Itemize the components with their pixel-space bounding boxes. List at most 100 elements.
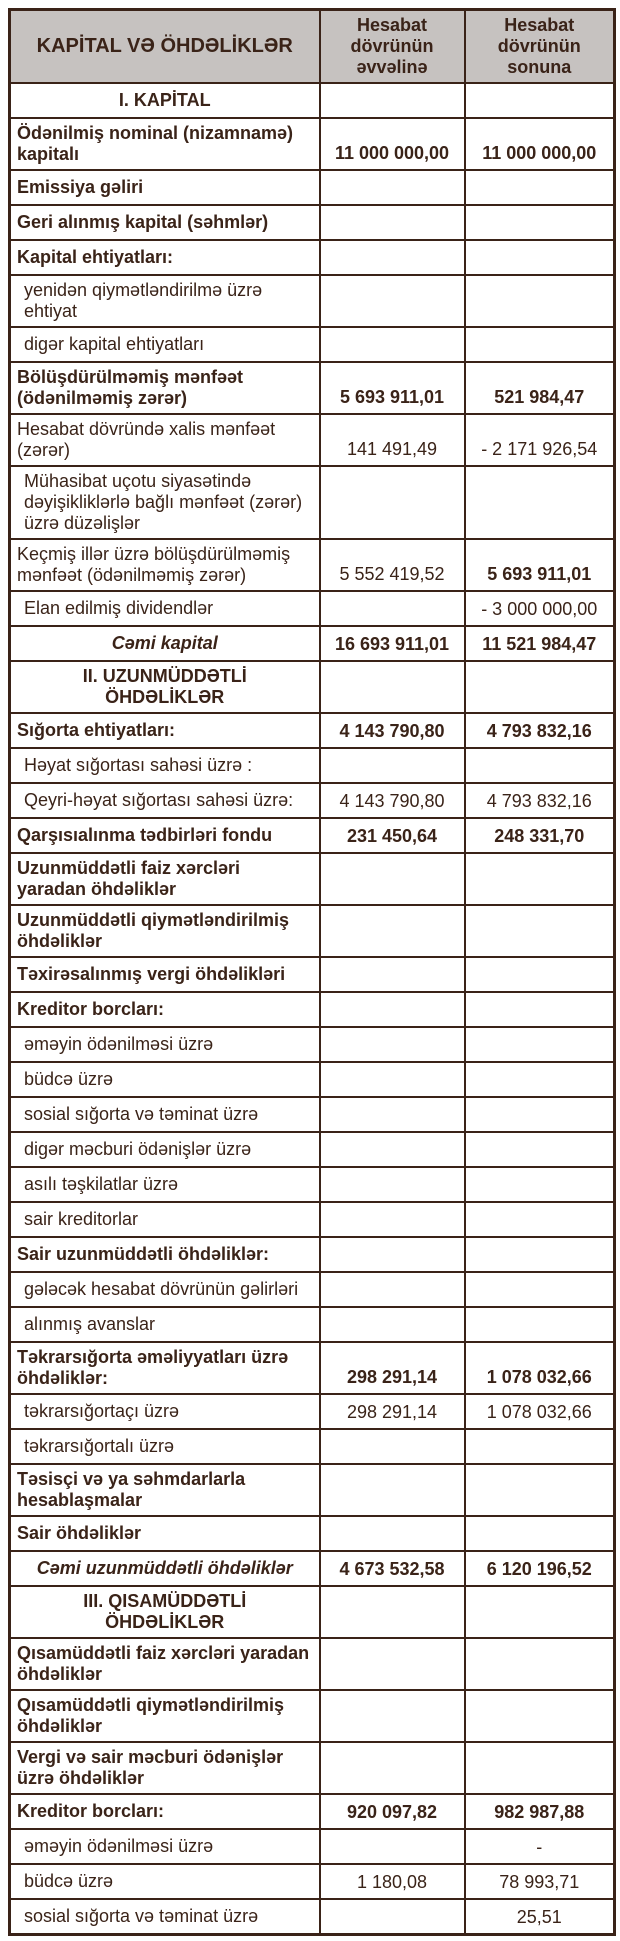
balance-sheet-table: KAPİTAL VƏ ÖHDƏLİKLƏR Hesabat dövrünün ə…: [8, 8, 616, 1936]
value-period-end: [463, 956, 616, 993]
row-label: Sair öhdəliklər: [8, 1515, 321, 1552]
row-label-text: I. KAPİTAL: [118, 90, 211, 110]
row-label: Təxirəsalınmış vergi öhdəlikləri: [8, 956, 321, 993]
value-period-end: 1 078 032,66: [463, 1341, 616, 1395]
value-period-start: 920 097,82: [318, 1793, 466, 1830]
value-period-end: [463, 991, 616, 1028]
row-label: Sair uzunmüddətli öhdəliklər:: [8, 1236, 321, 1273]
row-label-text: Kreditor borcları:: [17, 1801, 165, 1821]
row-label-text: Keçmiş illər üzrə bölüşdürülməmiş mənfəə…: [17, 544, 291, 585]
row-label-text: Cəmi uzunmüddətli öhdəliklər: [36, 1558, 293, 1578]
row-label: sair kreditorlar: [8, 1201, 321, 1238]
row-label: Mühasibat uçotu siyasətində dəyişikliklə…: [8, 465, 321, 540]
table-row: təkrarsığortalı üzrə: [8, 1428, 616, 1465]
row-label: Cəmi kapital: [8, 625, 321, 662]
value-period-start: [318, 1828, 466, 1865]
row-label: büdcə üzrə: [8, 1863, 321, 1900]
value-period-start: 298 291,14: [318, 1341, 466, 1395]
row-label: yenidən qiymətləndirilmə üzrə ehtiyat: [8, 274, 321, 328]
row-label: Emissiya gəliri: [8, 169, 321, 206]
table-row: Kapital ehtiyatları:: [8, 239, 616, 276]
row-label-text: Kreditor borcları:: [17, 999, 165, 1019]
value-period-start: [318, 1166, 466, 1203]
table-row: Həyat sığortası sahəsi üzrə :: [8, 747, 616, 784]
value-period-end: [463, 1096, 616, 1133]
table-row: Təsisçi və ya səhmdarlarla hesablaşmalar: [8, 1463, 616, 1517]
value-period-end: [463, 169, 616, 206]
row-label: Geri alınmış kapital (səhmlər): [8, 204, 321, 241]
row-label: Hesabat dövründə xalis mənfəət (zərər): [8, 413, 321, 467]
row-label: digər məcburi ödənişlər üzrə: [8, 1131, 321, 1168]
header-row: KAPİTAL VƏ ÖHDƏLİKLƏR Hesabat dövrünün ə…: [8, 8, 616, 84]
row-label: I. KAPİTAL: [8, 82, 321, 119]
value-period-start: [318, 1306, 466, 1343]
row-label-text: digər məcburi ödənişlər üzrə: [24, 1139, 252, 1159]
value-period-end: 4 793 832,16: [463, 782, 616, 819]
value-period-end: 78 993,71: [463, 1863, 616, 1900]
value-period-start: [318, 1236, 466, 1273]
value-period-start: [318, 1741, 466, 1795]
value-period-end: 1 078 032,66: [463, 1393, 616, 1430]
value-period-start: [318, 1201, 466, 1238]
value-period-start: 16 693 911,01: [318, 625, 466, 662]
value-period-end: 5 693 911,01: [463, 538, 616, 592]
value-period-start: [318, 956, 466, 993]
value-period-end: 248 331,70: [463, 817, 616, 854]
table-row: əməyin ödənilməsi üzrə: [8, 1026, 616, 1063]
table-row: sosial sığorta və təminat üzrə 25,51: [8, 1898, 616, 1936]
row-label-text: sosial sığorta və təminat üzrə: [24, 1104, 259, 1124]
value-period-end: [463, 82, 616, 119]
row-label: Sığorta ehtiyatları:: [8, 712, 321, 749]
value-period-end: 6 120 196,52: [463, 1550, 616, 1587]
table-row: Emissiya gəliri: [8, 169, 616, 206]
header-period-start-column: Hesabat dövrünün əvvəlinə: [318, 8, 466, 84]
value-period-start: [318, 1463, 466, 1517]
value-period-start: [318, 1585, 466, 1639]
row-label-text: Kapital ehtiyatları:: [17, 247, 174, 267]
value-period-end: - 3 000 000,00: [463, 590, 616, 627]
row-label-text: təkrarsığortalı üzrə: [24, 1436, 175, 1456]
value-period-start: [318, 465, 466, 540]
row-label-text: əməyin ödənilməsi üzrə: [24, 1034, 214, 1054]
row-label-text: gələcək hesabat dövrünün gəlirləri: [24, 1279, 299, 1299]
row-label-text: təkrarsığortaçı üzrə: [24, 1401, 180, 1421]
value-period-start: [318, 82, 466, 119]
row-label: Kapital ehtiyatları:: [8, 239, 321, 276]
table-row: Hesabat dövründə xalis mənfəət (zərər) 14…: [8, 413, 616, 467]
value-period-end: [463, 660, 616, 714]
table-row: Kreditor borcları: 920 097,82 982 987,88: [8, 1793, 616, 1830]
value-period-start: [318, 590, 466, 627]
value-period-end: - 2 171 926,54: [463, 413, 616, 467]
value-period-start: 1 180,08: [318, 1863, 466, 1900]
row-label: Qısamüddətli faiz xərcləri yaradan öhdəl…: [8, 1637, 321, 1691]
row-label: Kreditor borcları:: [8, 1793, 321, 1830]
row-label: sosial sığorta və təminat üzrə: [8, 1898, 321, 1936]
table-row: sair kreditorlar: [8, 1201, 616, 1238]
value-period-start: 11 000 000,00: [318, 117, 466, 171]
row-label-text: Ödənilmiş nominal (nizamnamə) kapitalı: [17, 123, 294, 164]
value-period-start: [318, 1515, 466, 1552]
table-row: Qarşısıalınma tədbirləri fondu 231 450,64…: [8, 817, 616, 854]
row-label-text: sosial sığorta və təminat üzrə: [24, 1906, 259, 1926]
row-label-text: yenidən qiymətləndirilmə üzrə ehtiyat: [24, 280, 263, 321]
row-label: Uzunmüddətli qiymətləndirilmiş öhdəliklə…: [8, 904, 321, 958]
value-period-end: 25,51: [463, 1898, 616, 1936]
table-row: Mühasibat uçotu siyasətində dəyişikliklə…: [8, 465, 616, 540]
table-header: KAPİTAL VƏ ÖHDƏLİKLƏR Hesabat dövrünün ə…: [8, 8, 616, 84]
value-period-end: 982 987,88: [463, 1793, 616, 1830]
table-row: büdcə üzrə 1 180,08 78 993,71: [8, 1863, 616, 1900]
value-period-start: 141 491,49: [318, 413, 466, 467]
row-label-text: Cəmi kapital: [111, 633, 218, 653]
value-period-end: [463, 465, 616, 540]
table-row: Uzunmüddətli faiz xərcləri yaradan öhdəl…: [8, 852, 616, 906]
row-label: Bölüşdürülməmiş mənfəət (ödənilməmiş zər…: [8, 361, 321, 415]
value-period-end: [463, 1131, 616, 1168]
row-label: büdcə üzrə: [8, 1061, 321, 1098]
value-period-end: [463, 1637, 616, 1691]
table-row: sosial sığorta və təminat üzrə: [8, 1096, 616, 1133]
value-period-end: [463, 1201, 616, 1238]
value-period-end: [463, 1271, 616, 1308]
row-label-text: Qeyri-həyat sığortası sahəsi üzrə:: [24, 790, 294, 810]
row-label-text: Emissiya gəliri: [17, 177, 144, 197]
